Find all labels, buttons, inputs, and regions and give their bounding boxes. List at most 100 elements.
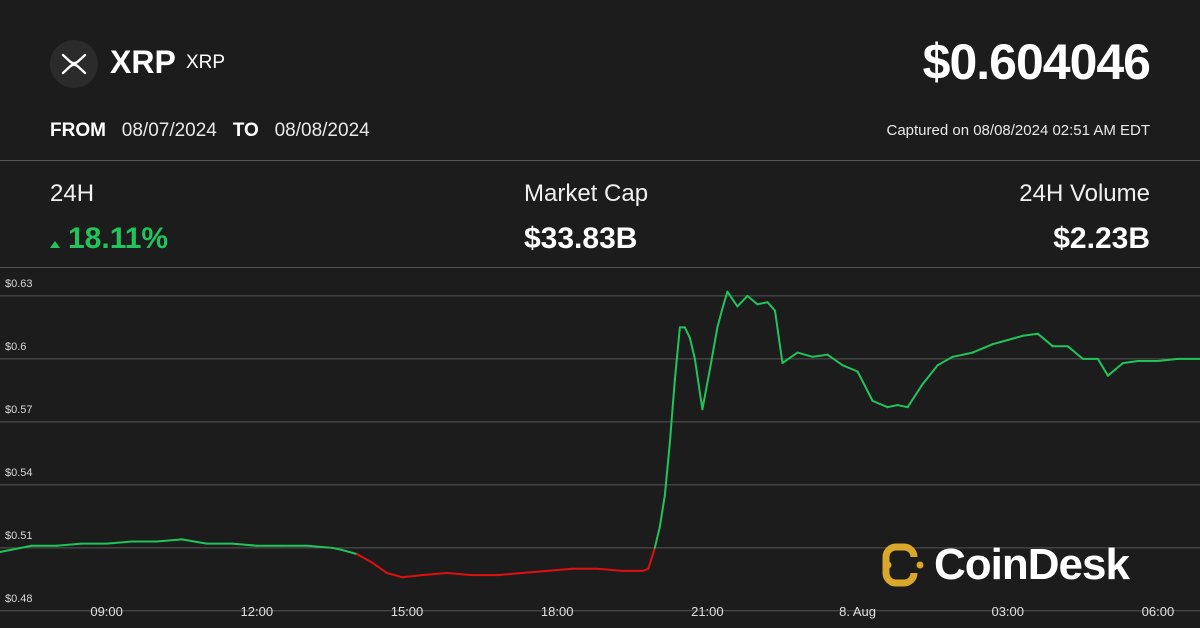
price-segment: [886, 404, 899, 409]
price-segment: [826, 353, 844, 367]
price-segment: [330, 546, 343, 551]
y-tick-label: $0.51: [5, 529, 33, 542]
price-segment: [921, 364, 939, 386]
price-segment: [385, 572, 404, 579]
stats-divider: [0, 267, 1200, 268]
price-segment: [663, 441, 671, 497]
price-segment: [708, 326, 719, 371]
price-segment: [105, 540, 133, 545]
x-tick-label: 09:00: [90, 604, 123, 619]
price-segment: [766, 301, 776, 312]
price-segment: [370, 561, 388, 575]
price-segment: [653, 525, 661, 549]
y-tick-label: $0.57: [5, 403, 33, 416]
change-percent: 18.11%: [68, 222, 169, 255]
price-segment: [906, 383, 924, 409]
price-segment: [716, 307, 724, 329]
y-tick-label: $0.54: [5, 466, 33, 479]
price-segment: [1121, 359, 1139, 365]
price-segment: [756, 301, 769, 306]
price-segment: [811, 353, 829, 358]
price-segment: [773, 309, 784, 365]
volume-label: 24H Volume: [1019, 180, 1150, 207]
up-arrow-icon: [50, 240, 60, 248]
change-value: 18.11%: [50, 222, 168, 256]
y-tick-label: $0.6: [5, 340, 27, 353]
xrp-logo: [50, 40, 98, 88]
price-segment: [693, 357, 704, 411]
price-segment: [721, 290, 729, 310]
x-tick-label: 03:00: [991, 604, 1025, 619]
market-cap-label: Market Cap: [524, 180, 649, 207]
price-segment: [658, 494, 666, 528]
price-segment: [230, 542, 258, 547]
volume-value: $2.23B: [1053, 222, 1150, 255]
price-chart: [0, 290, 1200, 612]
price-segment: [521, 569, 549, 575]
coindesk-icon: [882, 543, 924, 587]
coin-symbol: XRP: [186, 52, 226, 73]
price-segment: [596, 567, 624, 572]
price-segment: [896, 404, 909, 409]
price-segment: [781, 351, 799, 365]
to-date: 08/08/2024: [274, 120, 370, 141]
price-line: [0, 290, 1200, 579]
price-segment: [1006, 334, 1024, 341]
x-tick-label: 8. Aug: [839, 604, 876, 619]
price-segment: [796, 351, 814, 358]
price-segment: [1156, 357, 1179, 362]
to-label: TO: [232, 120, 259, 141]
price-segment: [355, 553, 373, 564]
price-segment: [496, 572, 524, 577]
header-divider: [0, 160, 1200, 161]
price-segment: [971, 343, 994, 354]
price-segment: [641, 567, 650, 572]
from-date: 08/07/2024: [121, 120, 217, 141]
price-segment: [951, 351, 974, 358]
price-segment: [647, 546, 656, 570]
coin-name: XRP: [110, 44, 176, 80]
chart-grid: [0, 295, 1200, 612]
date-range: FROM 08/07/2024 TO 08/08/2024: [50, 120, 370, 142]
price-segment: [736, 294, 749, 308]
brand-name: CoinDesk: [934, 540, 1130, 589]
x-tick-label: 12:00: [240, 604, 274, 619]
market-cap-value: $33.83B: [524, 222, 638, 255]
price-segment: [726, 290, 739, 308]
coindesk-logo: CoinDesk: [882, 540, 1130, 590]
price-segment: [701, 368, 711, 411]
captured-timestamp: Captured on 08/08/2024 02:51 AM EDT: [886, 122, 1150, 139]
x-tick-label: 15:00: [390, 604, 424, 619]
price-segment: [155, 538, 183, 543]
xrp-icon: [61, 53, 87, 75]
y-tick-label: $0.63: [5, 277, 33, 290]
price-segment: [305, 544, 333, 549]
price-segment: [746, 294, 759, 306]
price-segment: [936, 355, 954, 367]
price-segment: [401, 574, 424, 579]
price-segment: [1066, 345, 1084, 360]
price-segment: [841, 364, 859, 373]
from-label: FROM: [50, 120, 106, 141]
price-segment: [1021, 332, 1039, 337]
price-segment: [180, 538, 208, 545]
price-segment: [688, 336, 696, 360]
price-segment: [340, 548, 358, 556]
y-tick-label: $0.48: [5, 592, 33, 605]
x-tick-label: 18:00: [540, 604, 574, 619]
price-segment: [546, 567, 574, 572]
price-segment: [673, 326, 681, 381]
price-segment: [55, 542, 83, 547]
price-segment: [856, 370, 874, 402]
price-segment: [683, 326, 691, 339]
change-label: 24H: [50, 180, 95, 207]
price-segment: [1036, 332, 1054, 348]
price-segment: [0, 544, 33, 554]
price-segment: [668, 378, 676, 444]
price-segment: [1096, 357, 1109, 377]
price-segment: [871, 399, 889, 409]
price-segment: [1106, 362, 1124, 377]
x-tick-label: 21:00: [691, 604, 724, 619]
price-segment: [446, 572, 474, 577]
price-segment: [421, 572, 449, 577]
